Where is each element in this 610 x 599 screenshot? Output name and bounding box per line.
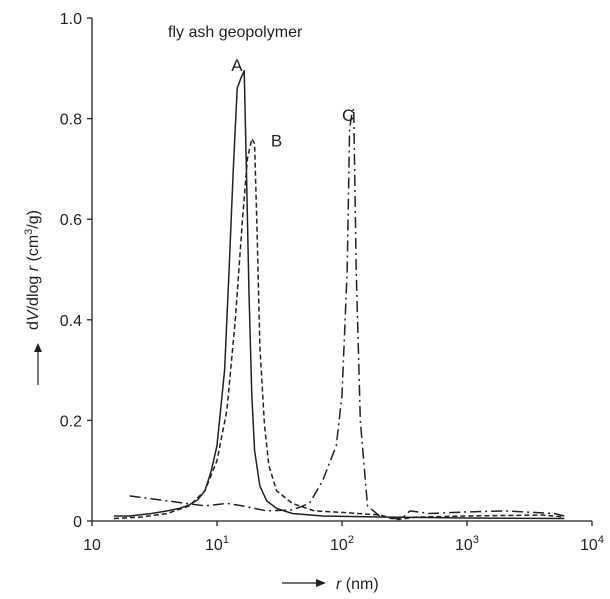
y-tick-label: 0.4 xyxy=(60,313,82,330)
labels-layer: fly ash geopolymer 0 0.2 0.4 0.6 0.8 1.0 10 101… xyxy=(23,11,604,593)
y-tick-label: 0.6 xyxy=(60,212,82,229)
annotation-C: C xyxy=(342,106,354,125)
x-tick-label: 102 xyxy=(330,534,354,554)
y-tick-label: 0.2 xyxy=(60,413,82,430)
y-axis-label-text: dV/dlog r (cm3/g) xyxy=(23,210,42,330)
annotation-B: B xyxy=(271,131,282,150)
y-axis-label: dV/dlog r (cm3/g) xyxy=(23,210,42,330)
y-tick-label: 0 xyxy=(73,514,82,531)
x-axis-arrow-head xyxy=(316,579,326,587)
annotation-A: A xyxy=(231,56,243,75)
y-axis-arrow-head xyxy=(34,343,42,352)
x-tick-label: 101 xyxy=(205,534,229,554)
x-tick-label: 10 xyxy=(83,537,101,554)
x-tick-label: 104 xyxy=(580,534,604,554)
series-B-line xyxy=(113,137,565,521)
x-tick-label: 103 xyxy=(455,534,479,554)
series-C-line xyxy=(129,107,565,520)
x-axis-label: r (nm) xyxy=(336,576,379,593)
y-tick-label: 1.0 xyxy=(60,11,82,28)
series-A-line xyxy=(114,70,565,520)
series-layer xyxy=(113,70,565,521)
y-tick-label: 0.8 xyxy=(60,112,82,129)
axes xyxy=(87,17,593,526)
chart-title: fly ash geopolymer xyxy=(168,24,303,41)
